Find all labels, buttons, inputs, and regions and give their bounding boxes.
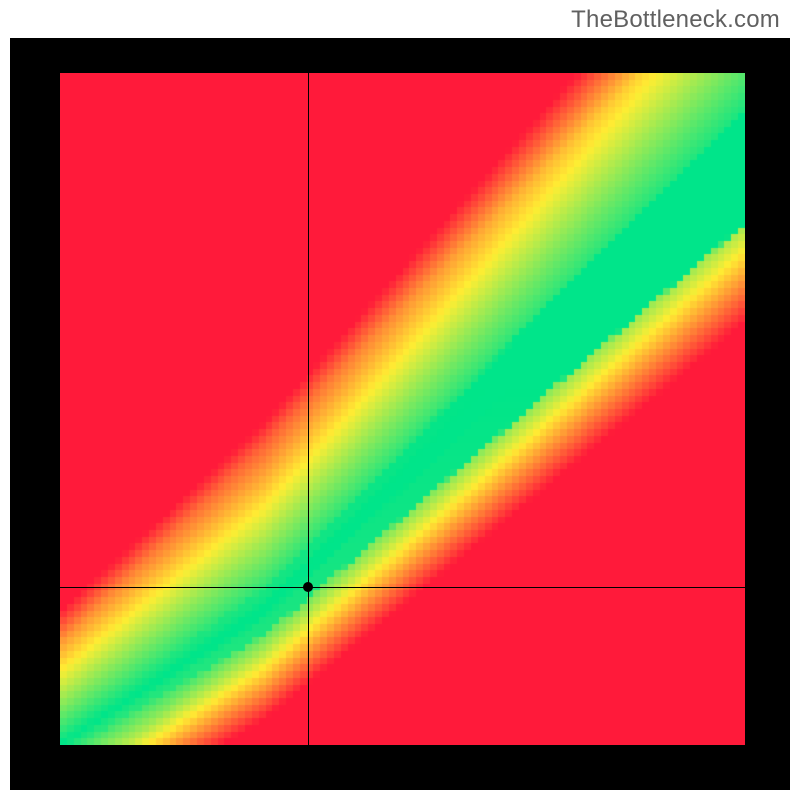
reference-point [303, 582, 313, 592]
crosshair-horizontal [60, 587, 745, 588]
heatmap-canvas [60, 73, 745, 745]
watermark-text: TheBottleneck.com [571, 6, 780, 34]
heatmap-plot [60, 73, 745, 745]
chart-frame [10, 38, 790, 790]
crosshair-vertical [308, 73, 309, 745]
